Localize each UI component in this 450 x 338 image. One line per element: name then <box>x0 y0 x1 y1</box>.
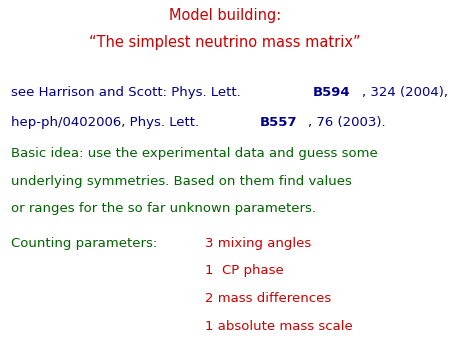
Text: hep-ph/0402006, Phys. Lett.: hep-ph/0402006, Phys. Lett. <box>11 116 203 129</box>
Text: 1  CP phase: 1 CP phase <box>206 264 284 277</box>
Text: B594: B594 <box>313 86 351 99</box>
Text: or ranges for the so far unknown parameters.: or ranges for the so far unknown paramet… <box>11 202 316 215</box>
Text: Model building:: Model building: <box>169 8 281 23</box>
Text: B557: B557 <box>260 116 297 129</box>
Text: see Harrison and Scott: Phys. Lett.: see Harrison and Scott: Phys. Lett. <box>11 86 245 99</box>
Text: , 324 (2004),: , 324 (2004), <box>362 86 448 99</box>
Text: Counting parameters:: Counting parameters: <box>11 237 157 249</box>
Text: “The simplest neutrino mass matrix”: “The simplest neutrino mass matrix” <box>89 35 361 50</box>
Text: underlying symmetries. Based on them find values: underlying symmetries. Based on them fin… <box>11 175 352 188</box>
Text: 1 absolute mass scale: 1 absolute mass scale <box>206 320 353 333</box>
Text: 2 mass differences: 2 mass differences <box>206 292 332 305</box>
Text: 3 mixing angles: 3 mixing angles <box>206 237 312 249</box>
Text: , 76 (2003).: , 76 (2003). <box>308 116 386 129</box>
Text: Basic idea: use the experimental data and guess some: Basic idea: use the experimental data an… <box>11 147 378 160</box>
